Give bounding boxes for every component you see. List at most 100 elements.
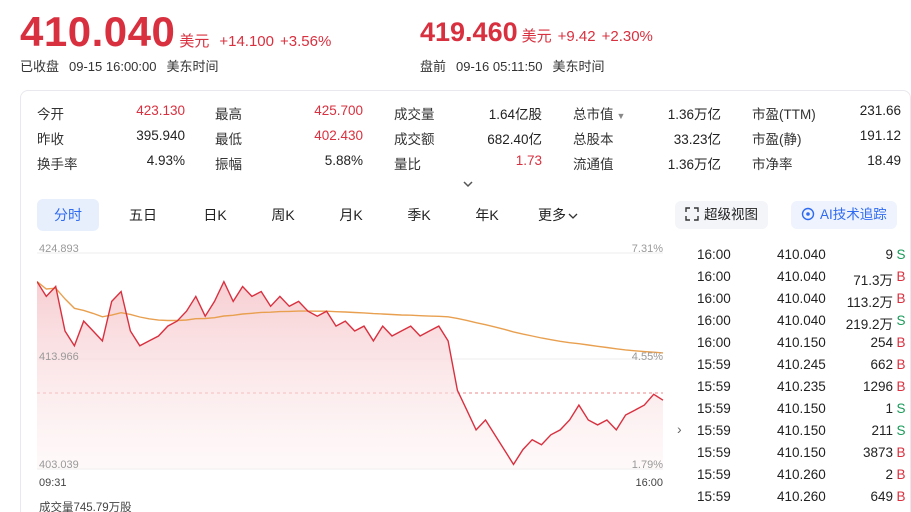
stat-label: 昨收 xyxy=(37,132,64,147)
close-status: 已收盘 xyxy=(20,59,60,74)
tab-monthly-k[interactable]: 月K xyxy=(339,207,363,223)
ai-track-label: AI技术追踪 xyxy=(820,207,887,222)
quote-header: 410.040 美元 +14.100 +3.56% 已收盘 09-15 16:00:00… xyxy=(0,0,911,80)
trade-price: 410.040 xyxy=(777,313,826,328)
chevron-right-icon[interactable]: › xyxy=(677,421,682,437)
stat-label: 振幅 xyxy=(215,157,242,172)
tab-weekly-k[interactable]: 周K xyxy=(271,207,295,223)
tab-intraday[interactable]: 分时 xyxy=(37,199,99,231)
stat-value: 1.73 xyxy=(515,153,542,168)
stat-label: 最高 xyxy=(215,107,242,122)
trade-volume: 1296 xyxy=(862,379,893,394)
trade-time: 15:59 xyxy=(697,357,731,372)
stats-row: 今开 423.130 最高 425.700 成交量 1.64亿股 总市值 ▼ 1.… xyxy=(21,103,911,127)
trade-time: 16:00 xyxy=(697,313,731,328)
trade-time: 15:59 xyxy=(697,401,731,416)
stat-value: 682.40亿 xyxy=(487,132,542,147)
stat-value: 5.88% xyxy=(324,153,363,168)
stat-value: 1.36万亿 xyxy=(667,157,721,172)
trade-row: 15:59 410.150 3873 B xyxy=(697,445,907,467)
price-line xyxy=(37,279,664,466)
trade-time: 16:00 xyxy=(697,291,731,306)
trade-time: 15:59 xyxy=(697,489,731,504)
trade-side: S xyxy=(896,313,906,328)
stat-label: 成交额 xyxy=(394,132,435,147)
trade-price: 410.150 xyxy=(777,423,826,438)
chart-tabs: 分时 五日 日K 周K 月K 季K 年K 更多 超级视图 AI技术追踪 xyxy=(37,199,907,231)
stats-row: 昨收 395.940 最低 402.430 成交额 682.40亿 总股本 33… xyxy=(21,128,911,152)
stat-value: 33.23亿 xyxy=(673,132,721,147)
trade-side: S xyxy=(896,401,906,416)
average-price-line xyxy=(37,281,664,354)
trade-row: 15:59 410.245 662 B xyxy=(697,357,907,379)
trade-time: 15:59 xyxy=(697,423,731,438)
stat-value: 1.36万亿 xyxy=(667,107,721,122)
premarket-time: 09-16 05:11:50 xyxy=(456,59,543,74)
tab-yearly-k[interactable]: 年K xyxy=(475,207,499,223)
stat-label: 今开 xyxy=(37,107,64,122)
stat-label: 总股本 xyxy=(573,132,614,147)
trade-row: 16:00 410.150 254 B xyxy=(697,335,907,357)
stat-label: 市盈(静) xyxy=(752,132,802,147)
price-area xyxy=(37,281,663,469)
intraday-chart[interactable]: 424.893 413.966 403.039 7.31% 4.55% 1.79… xyxy=(37,243,667,512)
premarket-change-pct: +2.30% xyxy=(601,28,653,45)
close-change-pct: +3.56% xyxy=(279,33,332,50)
trade-side: B xyxy=(896,445,906,460)
chevron-down-icon xyxy=(568,213,578,220)
fullscreen-icon xyxy=(685,207,699,221)
stat-label: 换手率 xyxy=(37,157,78,172)
stat-value: 231.66 xyxy=(859,103,901,118)
trade-volume: 662 xyxy=(870,357,893,372)
stat-value: 191.12 xyxy=(859,128,901,143)
premarket-status-line: 盘前 09-16 05:11:50 美东时间 xyxy=(420,56,615,75)
pct-axis-bottom-label: 1.79% xyxy=(631,459,663,471)
trade-volume: 219.2万 xyxy=(845,317,893,332)
pct-axis-top-label: 7.31% xyxy=(631,243,663,255)
tab-quarterly-k[interactable]: 季K xyxy=(407,207,431,223)
trade-row: 16:00 410.040 219.2万 S xyxy=(697,313,907,335)
trade-time: 15:59 xyxy=(697,379,731,394)
trade-row: 15:59 410.260 2 B xyxy=(697,467,907,489)
tab-daily-k[interactable]: 日K xyxy=(203,207,227,223)
expand-chevron-icon[interactable] xyxy=(461,177,475,191)
trade-side: B xyxy=(896,335,906,350)
trade-row: 15:59 410.150 1 S xyxy=(697,401,907,423)
stat-label: 流通值 xyxy=(573,157,614,172)
trade-side: B xyxy=(896,379,906,394)
close-time: 09-15 16:00:00 xyxy=(69,59,157,74)
trade-row: 15:59 410.260 649 B xyxy=(697,489,907,511)
trade-price: 410.040 xyxy=(777,291,826,306)
trade-row: 16:00 410.040 71.3万 B xyxy=(697,269,907,291)
super-view-label: 超级视图 xyxy=(704,207,758,222)
premarket-price: 419.460 xyxy=(420,17,518,47)
premarket-status: 盘前 xyxy=(420,59,447,74)
close-tz: 美东时间 xyxy=(166,59,219,74)
trade-row: 16:00 410.040 9 S xyxy=(697,247,907,269)
tab-more[interactable]: 更多 xyxy=(527,199,589,231)
stat-value: 402.430 xyxy=(314,128,363,143)
trade-side: B xyxy=(896,269,906,284)
trade-volume: 649 xyxy=(870,489,893,504)
trade-ticker-list[interactable]: 16:00 410.040 9 S 16:00 410.040 71.3万 B 16:00 410… xyxy=(697,247,907,512)
trade-side: S xyxy=(896,423,906,438)
trade-volume: 211 xyxy=(871,423,893,438)
stat-label-market-cap[interactable]: 总市值 ▼ xyxy=(573,103,625,123)
stat-label-text: 总市值 xyxy=(573,107,614,122)
close-unit: 美元 xyxy=(179,33,210,50)
trade-side: B xyxy=(896,357,906,372)
x-axis-start-label: 09:31 xyxy=(39,477,67,489)
trade-price: 410.245 xyxy=(777,357,826,372)
close-quote: 410.040 美元 +14.100 +3.56% xyxy=(20,10,331,54)
trade-time: 16:00 xyxy=(697,269,731,284)
tab-five-day[interactable]: 五日 xyxy=(129,207,157,223)
premarket-unit: 美元 xyxy=(521,28,552,45)
trade-volume: 2 xyxy=(885,467,893,482)
trade-time: 16:00 xyxy=(697,335,731,350)
stat-label: 成交量 xyxy=(394,107,435,122)
trade-side: B xyxy=(896,467,906,482)
volume-label: 成交量745.79万股 xyxy=(39,502,132,512)
y-axis-mid-label: 413.966 xyxy=(39,351,79,363)
super-view-button[interactable]: 超级视图 xyxy=(675,201,768,229)
ai-track-button[interactable]: AI技术追踪 xyxy=(791,201,897,229)
